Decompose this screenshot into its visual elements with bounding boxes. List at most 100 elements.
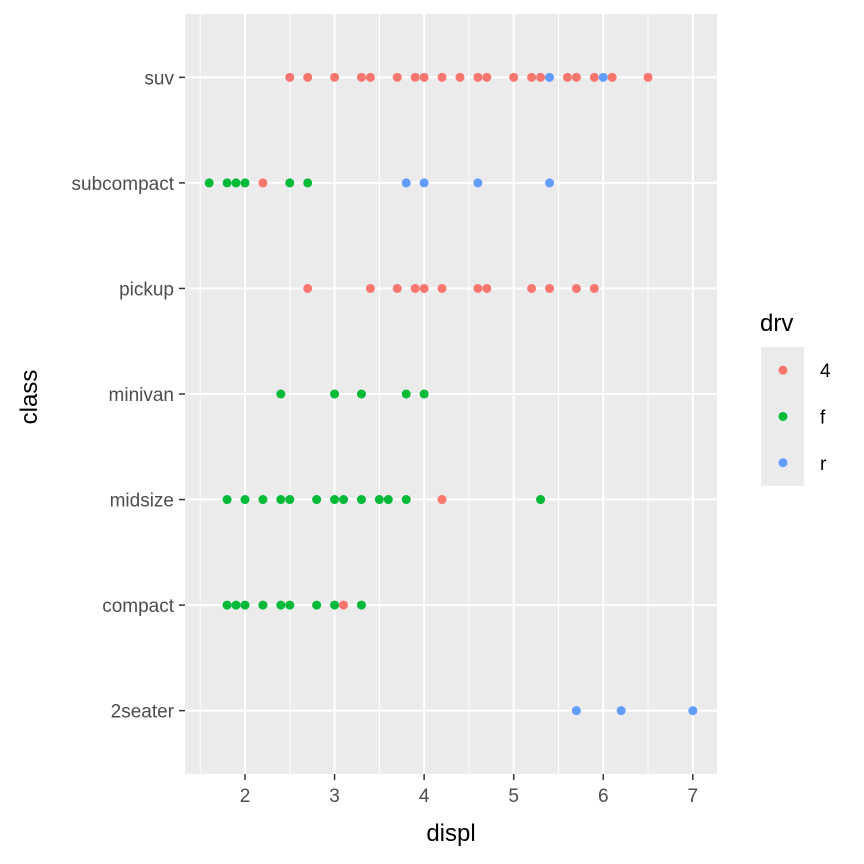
data-point-4: [419, 283, 429, 293]
data-point-4: [473, 72, 483, 82]
data-point-4: [356, 72, 366, 82]
data-point-4: [527, 283, 537, 293]
data-point-f: [285, 600, 295, 610]
legend-label-r: r: [820, 454, 827, 475]
data-point-f: [536, 495, 546, 505]
data-point-4: [571, 283, 581, 293]
data-points: [204, 72, 698, 716]
data-point-f: [240, 178, 250, 188]
data-point-4: [303, 72, 313, 82]
y-tick-label: subcompact: [72, 174, 175, 195]
data-point-4: [303, 283, 313, 293]
data-point-f: [258, 495, 268, 505]
legend-key-r: [778, 458, 788, 468]
x-tick-label: 6: [598, 786, 609, 807]
data-point-f: [222, 495, 232, 505]
data-point-r: [419, 178, 429, 188]
data-point-4: [437, 283, 447, 293]
x-tick-label: 3: [329, 786, 340, 807]
data-point-4: [536, 72, 546, 82]
data-point-f: [258, 600, 268, 610]
data-point-4: [258, 178, 268, 188]
data-point-f: [231, 600, 241, 610]
x-axis-title: displ: [426, 820, 475, 847]
data-point-f: [303, 178, 313, 188]
data-point-f: [312, 600, 322, 610]
y-tick-label: 2seater: [111, 702, 175, 723]
data-point-f: [401, 389, 411, 399]
data-point-4: [437, 72, 447, 82]
data-point-f: [330, 389, 340, 399]
data-point-f: [330, 600, 340, 610]
x-axis: 2 3 4 5 6 7: [240, 774, 698, 807]
legend-label-4: 4: [820, 361, 831, 382]
y-tick-label: minivan: [109, 385, 174, 406]
data-point-4: [607, 72, 617, 82]
data-point-f: [240, 600, 250, 610]
data-point-4: [527, 72, 537, 82]
legend-key-4: [778, 365, 788, 375]
data-point-f: [383, 495, 393, 505]
data-point-f: [312, 495, 322, 505]
major-gridlines: [185, 14, 717, 774]
data-point-4: [330, 72, 340, 82]
data-point-4: [562, 72, 572, 82]
data-point-r: [473, 178, 483, 188]
y-tick-label: suv: [144, 68, 174, 89]
data-point-r: [571, 706, 581, 716]
data-point-r: [545, 72, 555, 82]
legend: drv 4 f r: [760, 310, 831, 486]
data-point-f: [231, 178, 241, 188]
data-point-f: [401, 495, 411, 505]
data-point-4: [589, 72, 599, 82]
data-point-4: [473, 283, 483, 293]
data-point-f: [222, 600, 232, 610]
data-point-f: [356, 389, 366, 399]
data-point-4: [365, 283, 375, 293]
x-tick-label: 2: [240, 786, 251, 807]
data-point-4: [419, 72, 429, 82]
data-point-r: [688, 706, 698, 716]
data-point-f: [285, 495, 295, 505]
legend-label-f: f: [820, 407, 826, 428]
data-point-f: [356, 495, 366, 505]
data-point-4: [482, 283, 492, 293]
data-point-4: [392, 72, 402, 82]
data-point-4: [643, 72, 653, 82]
data-point-4: [285, 72, 295, 82]
legend-items: 4 f r: [778, 361, 831, 475]
data-point-4: [571, 72, 581, 82]
data-point-f: [276, 389, 286, 399]
data-point-4: [392, 283, 402, 293]
y-tick-label: pickup: [119, 279, 174, 300]
data-point-4: [455, 72, 465, 82]
y-axis: 2seater compact midsize minivan pickup subcom…: [72, 68, 185, 723]
data-point-f: [285, 178, 295, 188]
x-tick-label: 7: [688, 786, 699, 807]
data-point-4: [509, 72, 519, 82]
data-point-4: [410, 72, 420, 82]
x-tick-label: 5: [508, 786, 519, 807]
data-point-f: [330, 495, 340, 505]
data-point-4: [482, 72, 492, 82]
y-axis-title: class: [16, 370, 43, 425]
data-point-4: [410, 283, 420, 293]
data-point-4: [437, 495, 447, 505]
data-point-f: [374, 495, 384, 505]
legend-title: drv: [760, 310, 793, 337]
legend-key-f: [778, 411, 788, 421]
data-point-r: [616, 706, 626, 716]
data-point-f: [276, 600, 286, 610]
data-point-r: [598, 72, 608, 82]
data-point-f: [276, 495, 286, 505]
y-tick-label: midsize: [110, 491, 174, 512]
data-point-4: [365, 72, 375, 82]
x-tick-label: 4: [419, 786, 430, 807]
data-point-f: [356, 600, 366, 610]
data-point-f: [204, 178, 214, 188]
data-point-f: [339, 495, 349, 505]
data-point-f: [240, 495, 250, 505]
data-point-f: [222, 178, 232, 188]
y-tick-label: compact: [102, 596, 175, 617]
